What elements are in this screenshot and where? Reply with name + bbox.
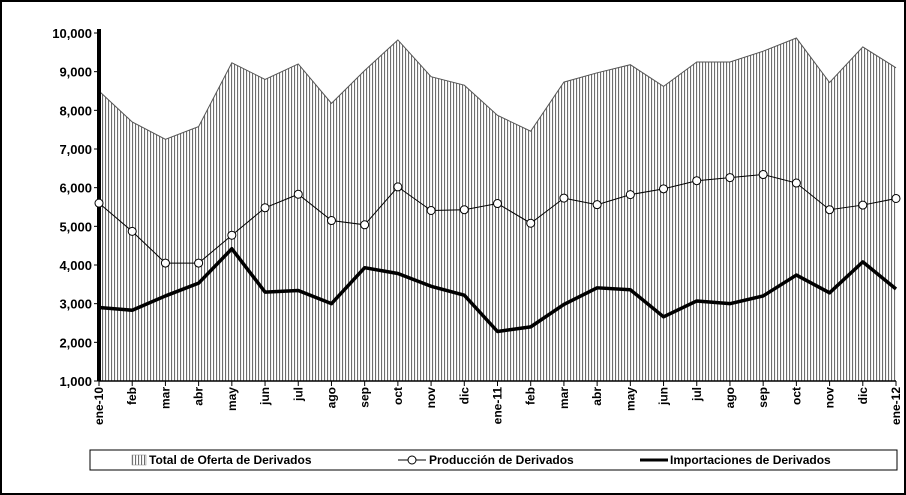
- x-tick-label: sep: [756, 387, 770, 408]
- legend-box: [89, 449, 898, 471]
- x-tick-label: dic: [856, 387, 870, 405]
- y-tick-label: 1,000: [59, 374, 92, 389]
- data-point-produccion: [858, 200, 868, 210]
- data-point-produccion: [360, 220, 370, 230]
- y-tick-label: 4,000: [59, 258, 92, 273]
- data-point-produccion: [194, 258, 204, 268]
- legend-label-importaciones: Importaciones de Derivados: [670, 453, 831, 467]
- data-point-produccion: [227, 230, 237, 240]
- x-tick-label: oct: [789, 387, 803, 405]
- data-point-produccion: [891, 193, 901, 203]
- data-point-produccion: [559, 193, 569, 203]
- data-point-produccion: [791, 178, 801, 188]
- data-point-produccion: [426, 205, 436, 215]
- x-tick-label: feb: [524, 387, 538, 405]
- x-tick-label: ago: [324, 387, 338, 408]
- data-point-produccion: [127, 226, 137, 236]
- x-tick-label: jun: [657, 387, 671, 406]
- x-tick-label: ago: [723, 387, 737, 408]
- data-point-produccion: [825, 205, 835, 215]
- y-tick-label: 9,000: [59, 65, 92, 80]
- x-tick-label: abr: [590, 387, 604, 406]
- area-total-oferta: [99, 38, 896, 381]
- x-tick-label: nov: [424, 387, 438, 409]
- x-tick-label: feb: [125, 387, 139, 405]
- data-point-produccion: [625, 190, 635, 200]
- data-point-produccion: [659, 184, 669, 194]
- legend-label-produccion: Producción de Derivados: [429, 453, 574, 467]
- data-point-produccion: [758, 170, 768, 180]
- data-point-produccion: [459, 205, 469, 215]
- data-point-produccion: [393, 182, 403, 192]
- data-point-produccion: [160, 258, 170, 268]
- x-tick-label: sep: [358, 387, 372, 408]
- legend: Total de Oferta de Derivados Producción …: [89, 449, 898, 471]
- x-tick-label: abr: [192, 387, 206, 406]
- data-point-produccion: [260, 203, 270, 213]
- x-tick-label: jun: [258, 387, 272, 406]
- x-tick-label: dic: [457, 387, 471, 405]
- data-point-produccion: [94, 198, 104, 208]
- plot-area: 1,000 2,000 3,000 4,000 5,000 6,000 7,000 8,000…: [52, 26, 903, 425]
- legend-label-total: Total de Oferta de Derivados: [149, 453, 312, 467]
- x-tick-label: jul: [690, 387, 704, 402]
- x-tick-label: jul: [291, 387, 305, 402]
- data-point-produccion: [293, 189, 303, 199]
- x-tick-label: may: [623, 387, 637, 411]
- x-tick-label: mar: [158, 387, 172, 409]
- y-tick-label: 10,000: [52, 26, 92, 41]
- data-point-produccion: [692, 176, 702, 186]
- x-tick-label: may: [225, 387, 239, 411]
- data-point-produccion: [592, 200, 602, 210]
- area-total-oferta-outline: [98, 37, 897, 140]
- legend-swatch-total: [131, 454, 147, 466]
- y-tick-label: 2,000: [59, 335, 92, 350]
- y-tick-label: 8,000: [59, 103, 92, 118]
- legend-swatch-produccion-marker: [407, 455, 417, 465]
- x-tick-label: nov: [823, 387, 837, 409]
- x-tick-label: ene-12: [889, 387, 903, 425]
- x-tick-label: ene-11: [491, 387, 505, 425]
- data-point-produccion: [326, 216, 336, 226]
- y-tick-label: 3,000: [59, 297, 92, 312]
- data-point-produccion: [526, 218, 536, 228]
- y-tick-label: 7,000: [59, 142, 92, 157]
- y-tick-label: 6,000: [59, 181, 92, 196]
- data-point-produccion: [493, 199, 502, 209]
- x-tick-label: ene-10: [92, 387, 106, 425]
- x-tick-label: oct: [391, 387, 405, 405]
- x-tick-label: mar: [557, 387, 571, 409]
- series-line-importaciones: [98, 247, 898, 334]
- data-point-produccion: [725, 173, 735, 183]
- y-tick-label: 5,000: [59, 219, 92, 234]
